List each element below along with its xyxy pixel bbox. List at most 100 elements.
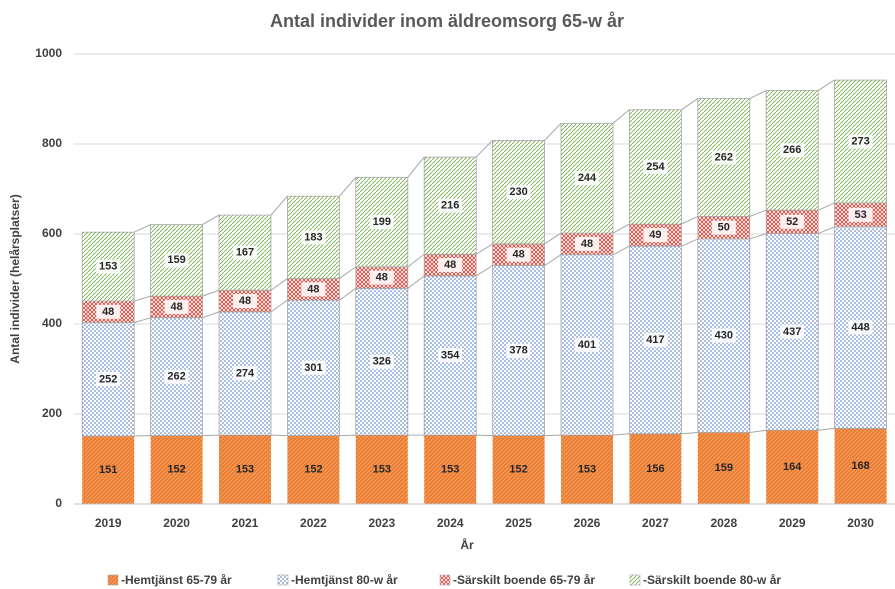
- data-label: 152: [167, 464, 185, 476]
- series-line: [612, 245, 630, 256]
- series-line: [817, 202, 835, 211]
- y-tick-label: 800: [42, 136, 62, 150]
- data-label: 437: [783, 326, 801, 338]
- data-label: 230: [509, 186, 527, 198]
- series-line: [612, 109, 630, 124]
- data-label: 417: [646, 334, 664, 346]
- label-bg: [506, 185, 531, 200]
- legend-label: -Särskilt boende 80-w år: [643, 573, 781, 587]
- bar-segment: [150, 435, 203, 504]
- label-bg: [233, 245, 257, 260]
- label-bg: [780, 214, 805, 229]
- label-bg: [96, 372, 121, 387]
- data-label: 152: [304, 464, 322, 476]
- data-label: 262: [167, 371, 185, 383]
- label-bg: [438, 198, 463, 213]
- label-bg: [369, 270, 394, 285]
- data-label: 301: [304, 362, 322, 374]
- series-line: [270, 278, 288, 291]
- data-label: 448: [851, 322, 869, 334]
- data-label: 183: [304, 231, 322, 243]
- legend-swatch: [107, 574, 119, 586]
- x-tick-label: 2026: [574, 516, 601, 530]
- data-label: 326: [373, 356, 391, 368]
- data-label: 199: [373, 216, 391, 228]
- data-label: 48: [102, 306, 114, 318]
- data-label: 266: [783, 144, 801, 156]
- data-label: 274: [236, 367, 255, 379]
- legend-label: -Hemtjänst 65-79 år: [121, 573, 232, 587]
- series-line: [407, 275, 425, 289]
- data-label: 48: [376, 272, 388, 284]
- label-bg: [438, 258, 463, 273]
- data-label: 48: [170, 301, 182, 313]
- data-label: 153: [441, 463, 459, 475]
- series-line: [202, 311, 220, 319]
- bar-segment: [287, 435, 340, 504]
- series-line: [475, 265, 493, 277]
- bar-segment: [834, 428, 887, 504]
- label-bg: [643, 332, 668, 347]
- label-bg: [164, 369, 189, 384]
- y-tick-label: 200: [42, 406, 62, 420]
- chart-title: Antal individer inom äldreomsorg 65-w år: [270, 11, 624, 31]
- label-bg: [711, 328, 736, 343]
- series-line: [475, 140, 493, 158]
- data-label: 252: [99, 373, 117, 385]
- series-line: [133, 224, 151, 233]
- label-bg: [575, 236, 599, 251]
- label-bg: [711, 220, 736, 235]
- x-tick-label: 2020: [163, 516, 190, 530]
- label-bg: [643, 159, 668, 174]
- bar-segment: [629, 433, 682, 504]
- bar-segment: [561, 435, 613, 504]
- label-bg: [96, 304, 121, 319]
- series-line: [134, 295, 151, 302]
- label-bg: [301, 360, 326, 375]
- series-line: [612, 223, 630, 234]
- bar-segment: [355, 435, 408, 504]
- data-label: 216: [441, 200, 459, 212]
- series-line: [749, 209, 767, 217]
- y-tick-label: 0: [55, 496, 62, 510]
- label-bg: [848, 134, 873, 149]
- label-bg: [506, 343, 531, 358]
- series-line: [818, 427, 835, 431]
- label-bg: [233, 294, 257, 309]
- data-label: 48: [512, 249, 524, 261]
- series-line: [681, 98, 699, 111]
- x-tick-label: 2028: [710, 516, 737, 530]
- label-bg: [369, 215, 394, 230]
- x-tick-label: 2027: [642, 516, 669, 530]
- data-label: 153: [236, 463, 254, 475]
- y-tick-label: 1000: [35, 46, 62, 60]
- label-bg: [438, 348, 463, 363]
- data-label: 52: [786, 216, 798, 228]
- data-label: 153: [578, 463, 596, 475]
- data-label: 153: [99, 261, 117, 273]
- data-label: 378: [509, 344, 527, 356]
- data-label: 273: [851, 135, 869, 147]
- bar-segment: [766, 430, 819, 504]
- data-label: 49: [649, 229, 661, 241]
- data-label: 262: [715, 151, 733, 163]
- label-bg: [575, 171, 599, 186]
- data-label: 168: [851, 460, 869, 472]
- label-bg: [96, 259, 121, 274]
- series-line: [681, 238, 699, 247]
- data-label: 48: [581, 238, 593, 250]
- series-line: [749, 90, 767, 99]
- series-line: [202, 289, 220, 297]
- x-tick-label: 2029: [779, 516, 806, 530]
- label-bg: [711, 150, 736, 165]
- label-bg: [301, 230, 326, 245]
- data-label: 430: [715, 330, 733, 342]
- bar-segment: [82, 436, 135, 504]
- x-tick-label: 2024: [437, 516, 464, 530]
- series-line: [407, 156, 425, 178]
- legend-swatch: [629, 574, 641, 586]
- series-line: [612, 433, 630, 436]
- data-label: 152: [509, 464, 527, 476]
- data-label: 159: [167, 254, 185, 266]
- series-line: [749, 233, 767, 240]
